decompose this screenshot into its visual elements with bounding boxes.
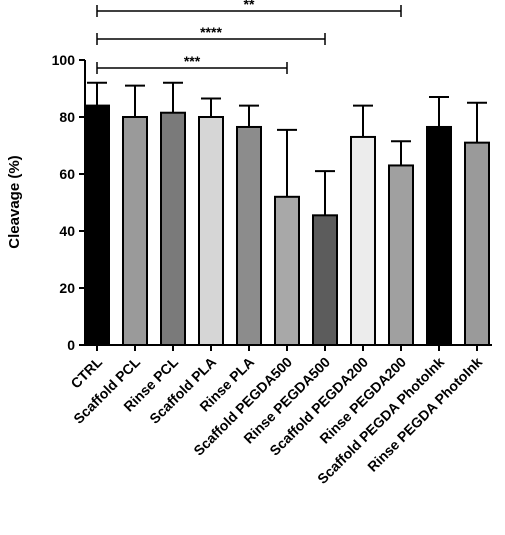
y-axis-title: Cleavage (%) <box>6 155 23 248</box>
bar <box>84 104 110 346</box>
bar <box>274 195 300 346</box>
bar <box>160 111 186 346</box>
bar <box>312 214 338 346</box>
bar <box>122 116 148 346</box>
significance-label: **** <box>200 24 222 40</box>
bar <box>464 141 490 346</box>
significance-label: *** <box>184 53 201 69</box>
y-tick-label: 100 <box>52 52 76 68</box>
y-tick-label: 20 <box>59 280 75 296</box>
bar <box>198 116 224 346</box>
y-tick-label: 80 <box>59 109 75 125</box>
bar <box>350 135 376 346</box>
bar <box>236 125 262 346</box>
bar <box>426 125 452 346</box>
significance-label: ** <box>244 0 255 12</box>
y-tick-label: 40 <box>59 223 75 239</box>
y-tick-label: 60 <box>59 166 75 182</box>
bar <box>388 164 414 346</box>
y-tick-label: 0 <box>67 337 75 353</box>
